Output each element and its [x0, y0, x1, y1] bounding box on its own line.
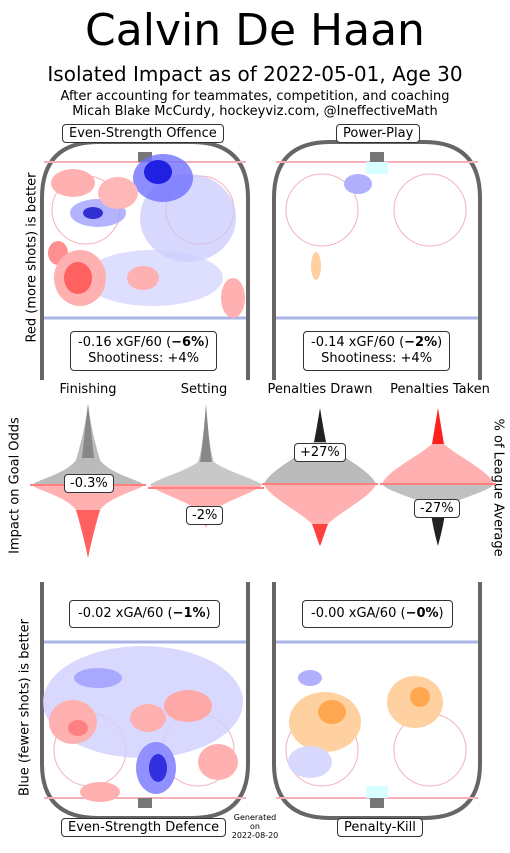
violin-penalties-taken — [380, 408, 496, 546]
goal-net — [138, 798, 152, 808]
violin-header-setting: Setting — [180, 382, 228, 397]
red-region — [221, 278, 245, 318]
violin-header-penalties-taken: Penalties Taken — [390, 382, 490, 397]
ev-offence-xg-stat: -0.16 xGF/60 ( — [78, 335, 172, 350]
faceoff-circle-right — [393, 173, 467, 247]
left-middle-axis-label: Impact on Goal Odds — [7, 417, 23, 554]
penalties-taken-value-label: -27% — [414, 499, 460, 518]
player-name-title: Calvin De Haan — [85, 5, 425, 56]
faceoff-circle-left — [285, 173, 359, 247]
orange-region — [410, 687, 430, 707]
goal-net — [138, 152, 152, 162]
goal-net — [370, 152, 384, 162]
chart-subtitle: Isolated Impact as of 2022-05-01, Age 30 — [47, 62, 463, 86]
blue-region — [83, 207, 103, 219]
red-region — [127, 266, 159, 290]
red-region — [130, 704, 166, 732]
red-region — [80, 782, 120, 802]
ev-defence-rink — [40, 582, 250, 820]
methodology-note: After accounting for teammates, competit… — [60, 89, 450, 104]
ev-defence-stat-box: -0.02 xGA/60 (−1%) — [69, 600, 220, 628]
ev-defence-label: Even-Strength Defence — [61, 818, 227, 837]
ev-defence-stat-end: ) — [205, 606, 211, 621]
orange-region — [318, 700, 346, 724]
ev-defence-pct: −1% — [172, 606, 206, 621]
penalty-kill-pct: −0% — [405, 606, 439, 621]
power-play-stat-box: -0.14 xGF/60 (−2%) Shootiness: +4% — [303, 331, 451, 371]
crease — [366, 162, 388, 174]
generated-date: Generated on 2022-08-20 — [226, 813, 284, 840]
generated-date-value: 2022-08-20 — [231, 831, 279, 840]
power-play-pct: −2% — [404, 335, 438, 350]
red-region — [164, 690, 212, 722]
goal-net — [370, 798, 384, 808]
penalty-kill-label: Penalty-Kill — [337, 818, 423, 837]
penalty-kill-stat-end: ) — [438, 606, 444, 621]
setting-value-label: -2% — [186, 506, 224, 525]
red-region — [98, 177, 138, 209]
violin-penalties-drawn — [262, 408, 378, 546]
blue-region — [344, 174, 372, 194]
blue-region — [74, 668, 122, 688]
red-region — [64, 262, 92, 294]
ev-offence-shootiness: Shootiness: +4% — [88, 351, 200, 366]
orange-region — [311, 252, 321, 280]
penalty-kill-stat-box: -0.00 xGA/60 (−0%) — [302, 600, 453, 628]
power-play-xg-stat: -0.14 xGF/60 ( — [311, 335, 405, 350]
ev-offence-label: Even-Strength Offence — [62, 124, 224, 143]
blue-region — [288, 746, 332, 778]
left-bottom-axis-label: Blue (fewer shots) is better — [17, 619, 33, 796]
red-region — [198, 744, 238, 780]
blue-region — [144, 160, 172, 184]
violin-finishing — [30, 404, 146, 558]
blue-region — [149, 754, 167, 782]
violin-header-penalties-drawn: Penalties Drawn — [267, 382, 373, 397]
penalty-kill-rink — [272, 582, 482, 820]
red-region — [68, 720, 88, 736]
ev-offence-rink — [40, 140, 250, 380]
crease — [366, 786, 388, 798]
penalties-drawn-value-label: +27% — [294, 443, 346, 462]
ev-offence-stat-end: ) — [204, 335, 210, 350]
power-play-label: Power-Play — [336, 124, 421, 143]
red-region — [51, 169, 95, 197]
ev-offence-stat-box: -0.16 xGF/60 (−6%) Shootiness: +4% — [70, 331, 218, 371]
ev-offence-pct: −6% — [171, 335, 205, 350]
violin-header-finishing: Finishing — [59, 382, 117, 397]
ev-defence-xg-stat: -0.02 xGA/60 ( — [78, 606, 173, 621]
blue-region — [298, 670, 322, 686]
generated-label: Generated — [233, 813, 277, 822]
generated-on: on — [250, 822, 260, 831]
finishing-value-label: -0.3% — [64, 474, 114, 493]
penalty-kill-xg-stat: -0.00 xGA/60 ( — [311, 606, 406, 621]
author-credit: Micah Blake McCurdy, hockeyviz.com, @Ine… — [72, 104, 438, 119]
power-play-stat-end: ) — [437, 335, 443, 350]
power-play-shootiness: Shootiness: +4% — [321, 351, 433, 366]
